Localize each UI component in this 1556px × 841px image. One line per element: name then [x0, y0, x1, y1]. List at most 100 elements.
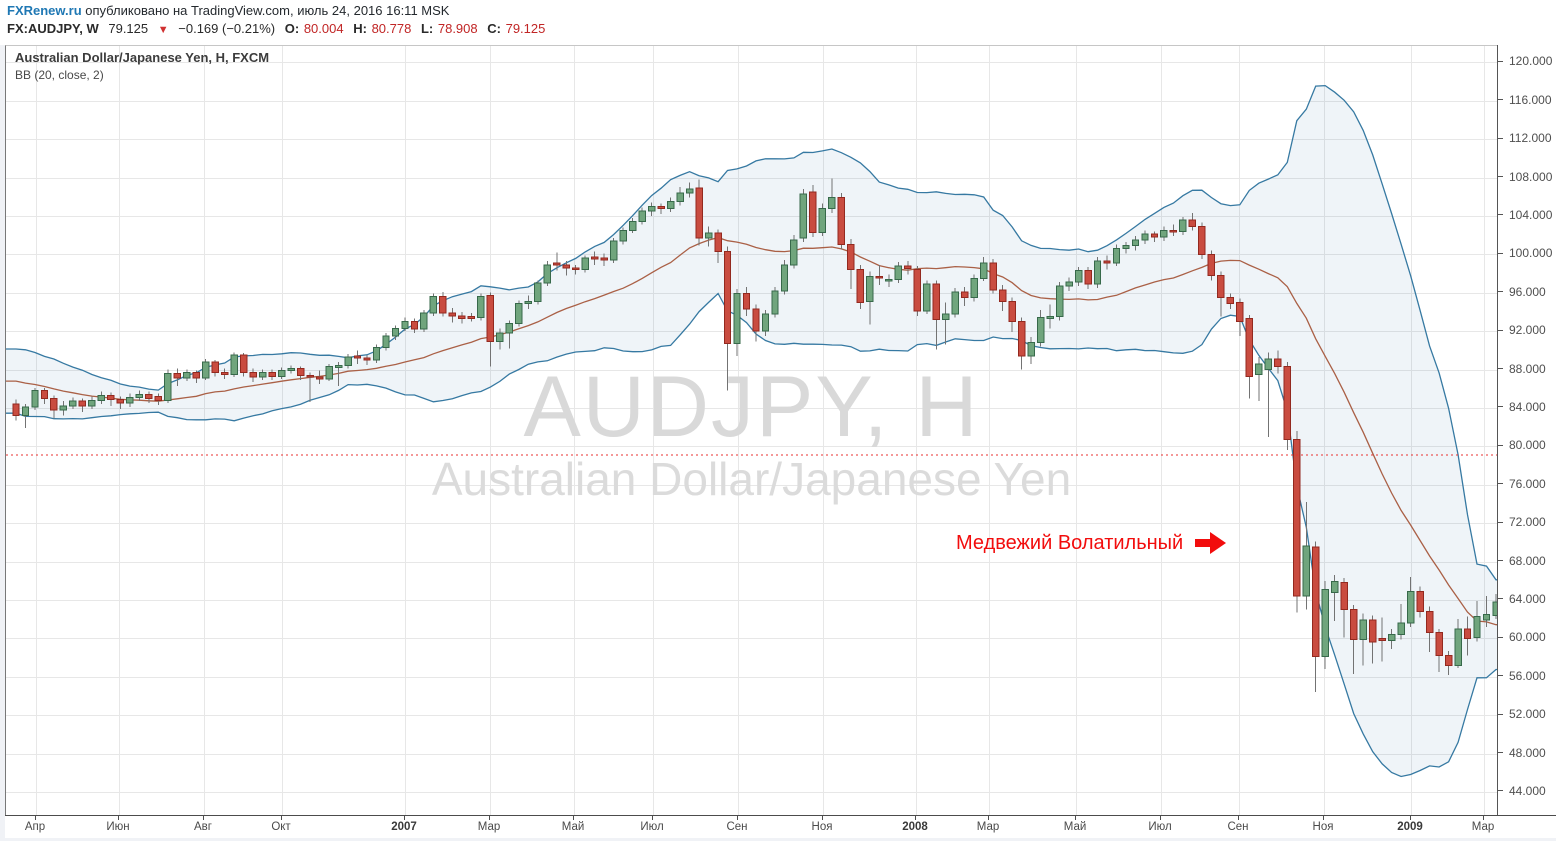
candle [164, 369, 172, 404]
time-tick-mark [1483, 816, 1484, 820]
candle [515, 300, 523, 327]
candle [1368, 615, 1377, 664]
candle [477, 293, 485, 321]
candle [1264, 352, 1273, 437]
candle [334, 361, 343, 386]
candle [145, 391, 153, 404]
time-axis-month-label: Авг [194, 821, 212, 833]
price-plot[interactable] [6, 46, 1498, 816]
candle [951, 287, 959, 318]
open-label: O: [284, 21, 300, 36]
candle [420, 310, 428, 333]
time-tick-mark [988, 816, 989, 820]
chart-legend: Australian Dollar/Japanese Yen, H, FXCM … [15, 50, 269, 82]
candle [638, 207, 646, 225]
candle [1207, 250, 1216, 281]
candle [685, 182, 694, 198]
right-arrow-icon [1195, 532, 1227, 554]
bearish-volatility-annotation[interactable]: Медвежий Волатильный [956, 531, 1227, 555]
candle [268, 369, 276, 381]
candle [258, 369, 267, 381]
price-tick-mark [1498, 483, 1503, 485]
price-tick-mark [1498, 636, 1503, 638]
time-axis-month-label: Май [1063, 821, 1087, 833]
chart-canvas[interactable]: AUDJPY, H Australian Dollar/Japanese Yen… [5, 45, 1498, 816]
candle [1492, 594, 1498, 620]
candle [40, 387, 49, 405]
left-margin-strip [0, 45, 5, 841]
candle [1397, 603, 1405, 640]
time-axis-month-label: Июл [1148, 821, 1172, 833]
candle [818, 203, 827, 237]
candle [628, 217, 637, 234]
candle [600, 253, 608, 266]
symbol-info-bar: FX:AUDJPY, W 79.125 ▼ −0.169 (−0.21%) O:… [7, 21, 551, 39]
time-tick-mark [1160, 816, 1161, 820]
candle [467, 312, 476, 322]
attribution-bar: FXRenew.ru опубликовано на TradingView.c… [7, 3, 449, 20]
candle [439, 291, 447, 317]
candle [1387, 628, 1396, 649]
candle [1027, 336, 1035, 364]
time-tick-mark [1238, 816, 1239, 820]
price-tick-mark [1498, 214, 1503, 216]
time-axis-month-label: Окт [271, 821, 291, 833]
time-tick-mark [118, 816, 119, 820]
legend-symbol-title[interactable]: Australian Dollar/Japanese Yen, H, FXCM [15, 50, 270, 65]
price-tick-mark [1498, 252, 1503, 254]
bb-upper-line [6, 84, 1498, 581]
fxrenew-link[interactable]: FXRenew.ru [7, 3, 82, 18]
candle [296, 366, 305, 381]
candle [553, 252, 561, 271]
price-axis-label: 80.000 [1509, 438, 1546, 453]
candle [1008, 297, 1016, 333]
candle [676, 187, 684, 206]
candle [704, 226, 713, 247]
candle [780, 260, 789, 295]
candle [1017, 317, 1026, 370]
price-tick-mark [1498, 406, 1503, 408]
candle [1179, 216, 1187, 236]
high-label: H: [353, 21, 367, 36]
candle [1406, 576, 1415, 627]
candle [183, 369, 191, 382]
candle [363, 355, 371, 365]
candle [875, 264, 884, 286]
candle [1473, 600, 1481, 642]
bollinger-bands [6, 84, 1498, 778]
legend-indicator-bb[interactable]: BB (20, close, 2) [15, 68, 104, 82]
price-tick-mark [1498, 521, 1503, 523]
price-axis-label: 84.000 [1509, 399, 1546, 414]
candle [1198, 222, 1206, 260]
candle [353, 350, 362, 364]
candle [486, 292, 495, 367]
candle [31, 387, 39, 410]
price-axis-label: 104.000 [1509, 207, 1553, 222]
candle [1454, 619, 1462, 669]
candle [1141, 230, 1149, 244]
time-axis[interactable]: Апр Июн Авг Окт 2007 Мар Май Июл Сен Ноя 2008 Мар Ма… [5, 815, 1556, 838]
symbol-name[interactable]: FX:AUDJPY, W [7, 21, 99, 36]
candle [325, 363, 333, 382]
candle [1378, 617, 1386, 662]
candle [923, 280, 931, 314]
candle [761, 310, 770, 336]
time-axis-month-label: Мар [1471, 821, 1495, 833]
high-value: 80.778 [371, 21, 412, 36]
candle [1312, 541, 1320, 693]
candle [277, 367, 286, 380]
time-axis-month-label: Апр [24, 821, 46, 833]
candle [126, 393, 134, 407]
candle [837, 192, 846, 250]
time-axis-month-label: Июл [640, 821, 664, 833]
candle [202, 358, 210, 381]
annotation-text[interactable]: Медвежий Волатильный [956, 531, 1184, 554]
candle [619, 227, 627, 245]
candle [382, 333, 390, 351]
candle [1236, 298, 1244, 336]
last-price: 79.125 [108, 21, 149, 36]
price-tick-mark [1498, 790, 1503, 792]
candle [306, 372, 314, 403]
time-tick-mark [1323, 816, 1324, 820]
price-axis[interactable]: 120.000 116.000 112.000 108.000 104.000 100.0… [1497, 45, 1556, 838]
